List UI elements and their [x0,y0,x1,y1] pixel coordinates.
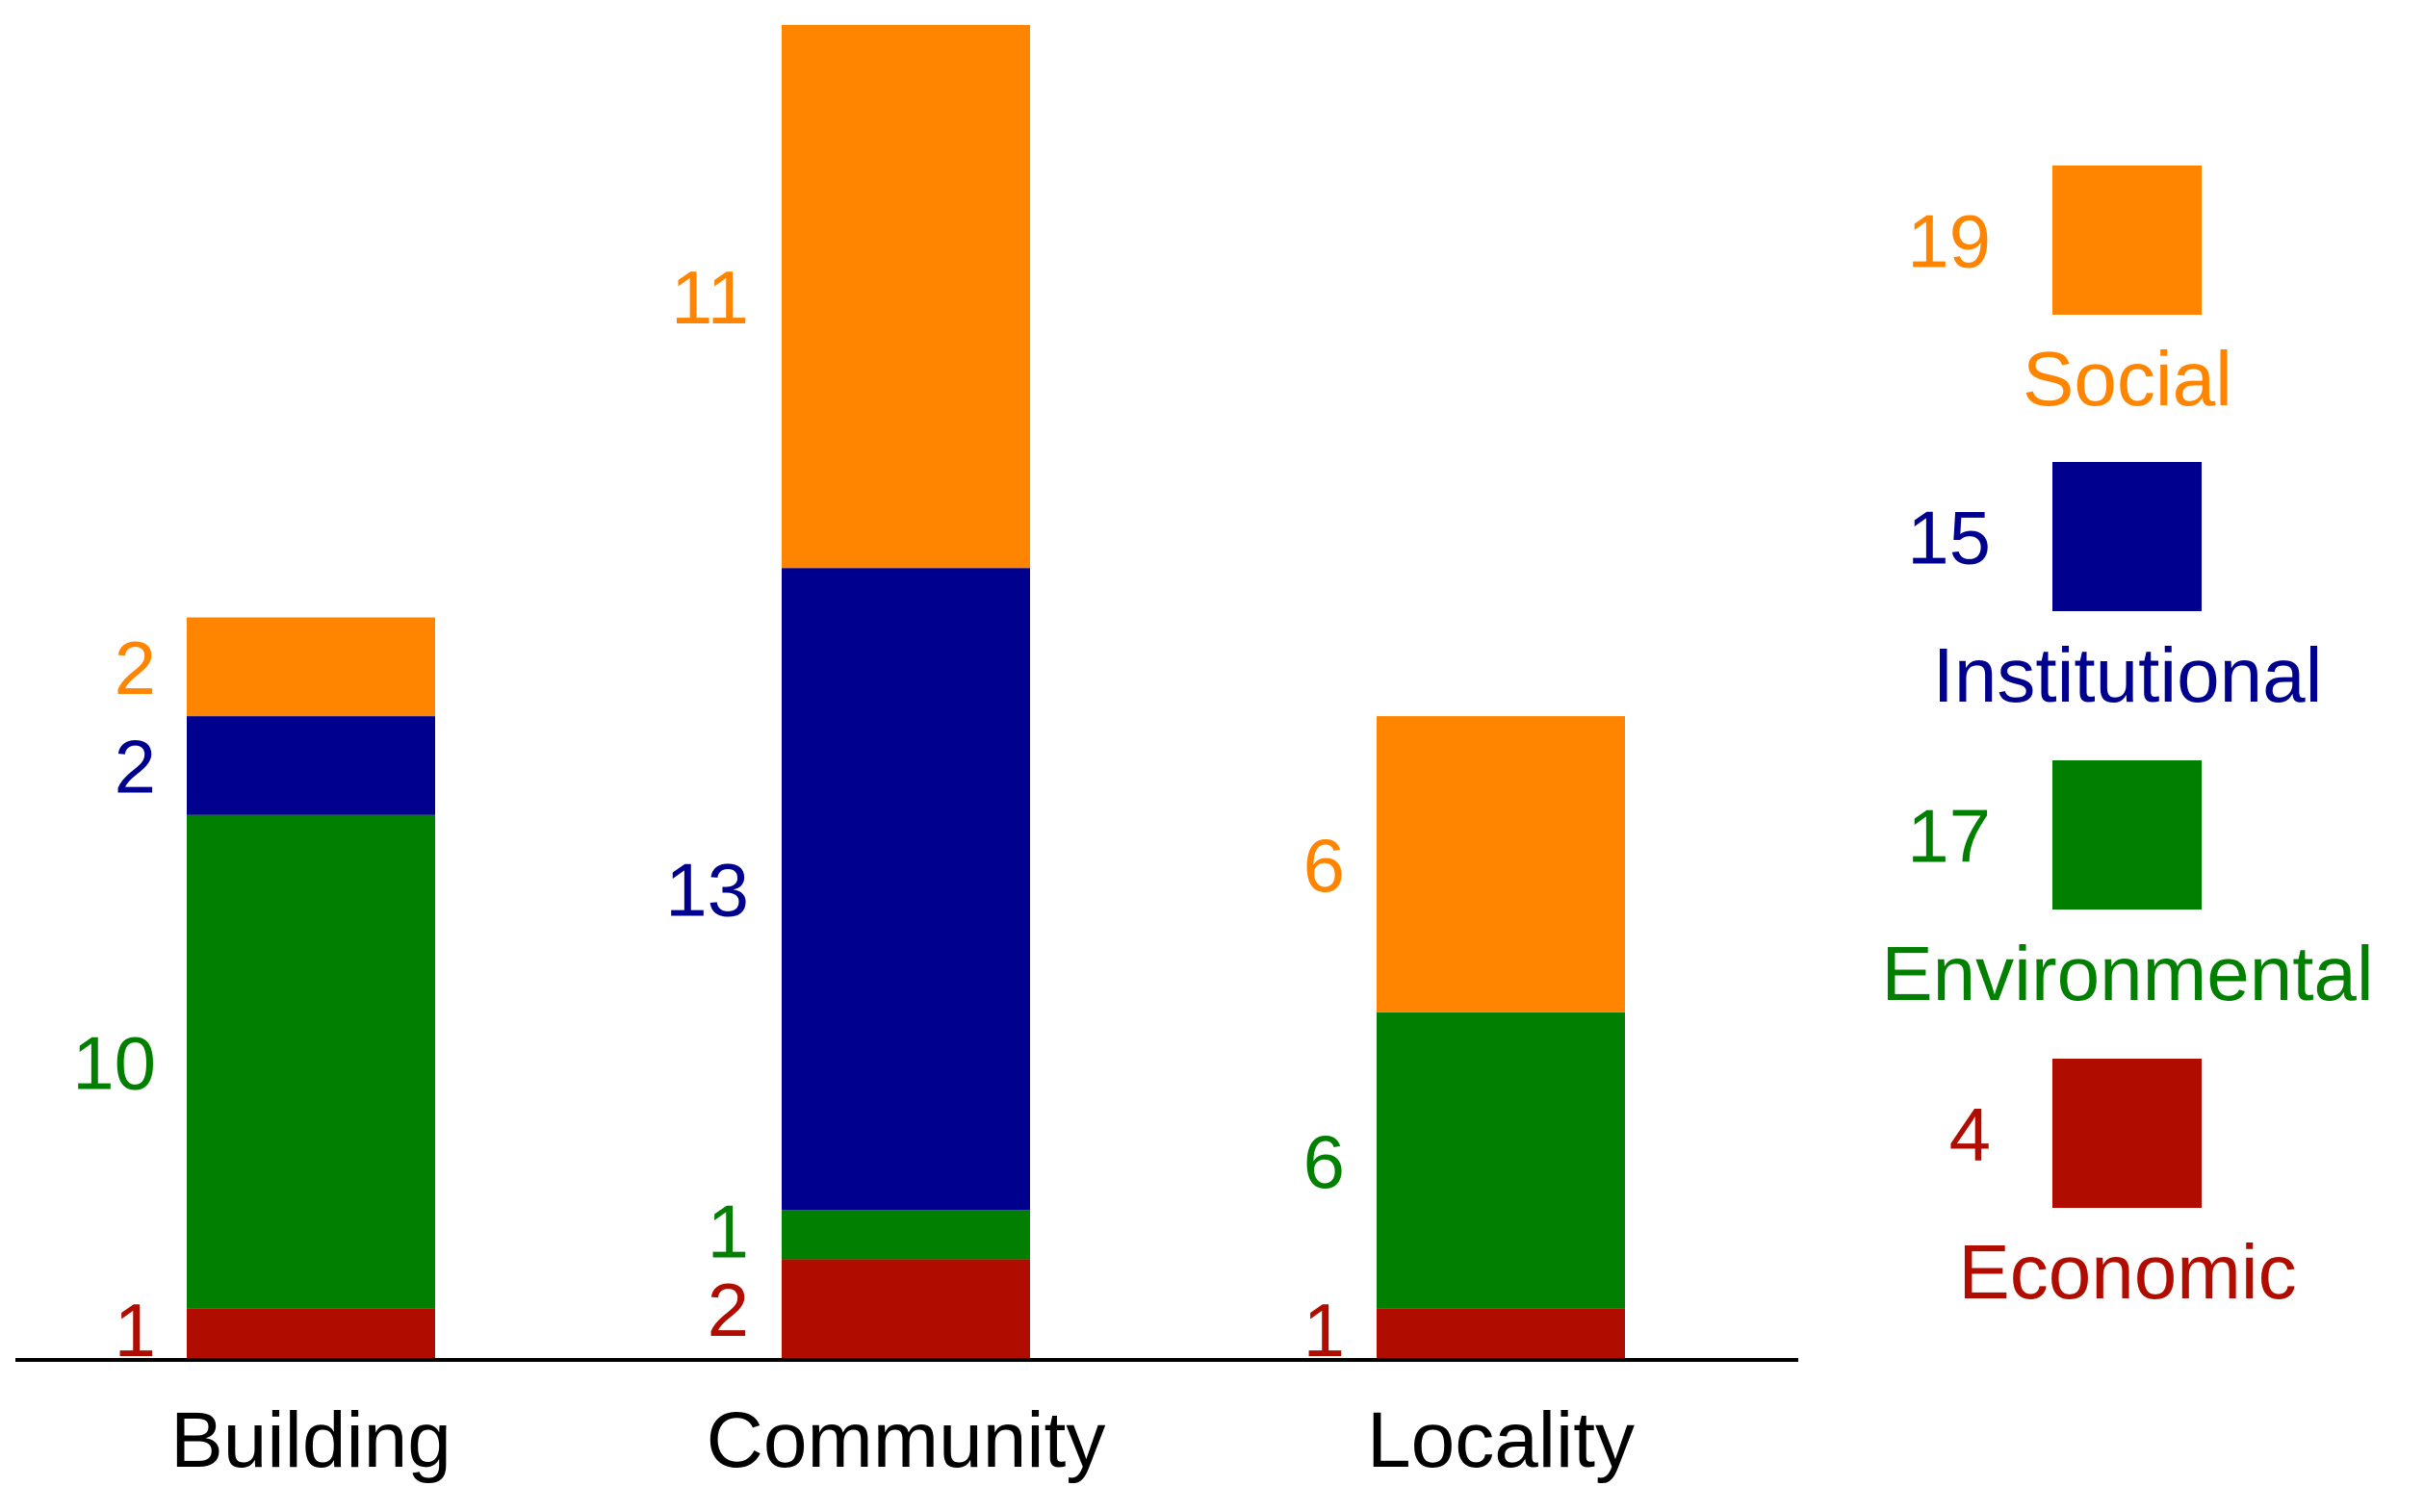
bar-locality-environmental [1377,1012,1625,1309]
bar-building-environmental [187,814,435,1309]
bar-community-institutional [782,568,1030,1211]
value-label-locality-social: 6 [1303,823,1345,908]
legend-swatch-economic [2052,1059,2202,1208]
value-label-building-environmental: 10 [72,1020,156,1105]
value-label-building-social: 2 [115,626,156,710]
bar-locality-economic [1377,1308,1625,1358]
value-label-community-institutional: 13 [665,848,749,933]
category-label-community: Community [707,1397,1106,1484]
category-label-locality: Locality [1367,1397,1635,1484]
legend-total-economic: 4 [1949,1092,1991,1177]
value-label-building-institutional: 2 [115,724,156,808]
legend: 19 Social 15 Institutional 17 Environmental 4 E… [1881,166,2374,1315]
value-label-community-social: 11 [671,255,749,340]
legend-swatch-environmental [2052,760,2202,910]
category-labels-group: Building Community Locality [170,1397,1635,1484]
bars-group [187,24,1625,1358]
bar-building-social [187,617,435,717]
bar-building-institutional [187,716,435,815]
legend-total-environmental: 17 [1907,794,1991,879]
legend-total-social: 19 [1907,199,1991,284]
value-label-community-economic: 2 [708,1268,749,1352]
bar-locality-social [1377,716,1625,1012]
bar-community-social [782,24,1030,569]
legend-swatch-institutional [2052,462,2202,611]
value-label-locality-environmental: 6 [1303,1119,1345,1204]
legend-total-institutional: 15 [1907,496,1991,580]
bar-building-economic [187,1308,435,1358]
category-label-building: Building [170,1397,451,1484]
legend-label-institutional: Institutional [1933,632,2323,718]
value-label-community-environmental: 1 [708,1189,749,1273]
legend-swatch-social [2052,166,2202,315]
legend-label-economic: Economic [1958,1229,2296,1315]
bar-community-economic [782,1259,1030,1358]
legend-label-environmental: Environmental [1881,931,2373,1016]
bar-community-environmental [782,1210,1030,1260]
legend-label-social: Social [2023,336,2232,422]
